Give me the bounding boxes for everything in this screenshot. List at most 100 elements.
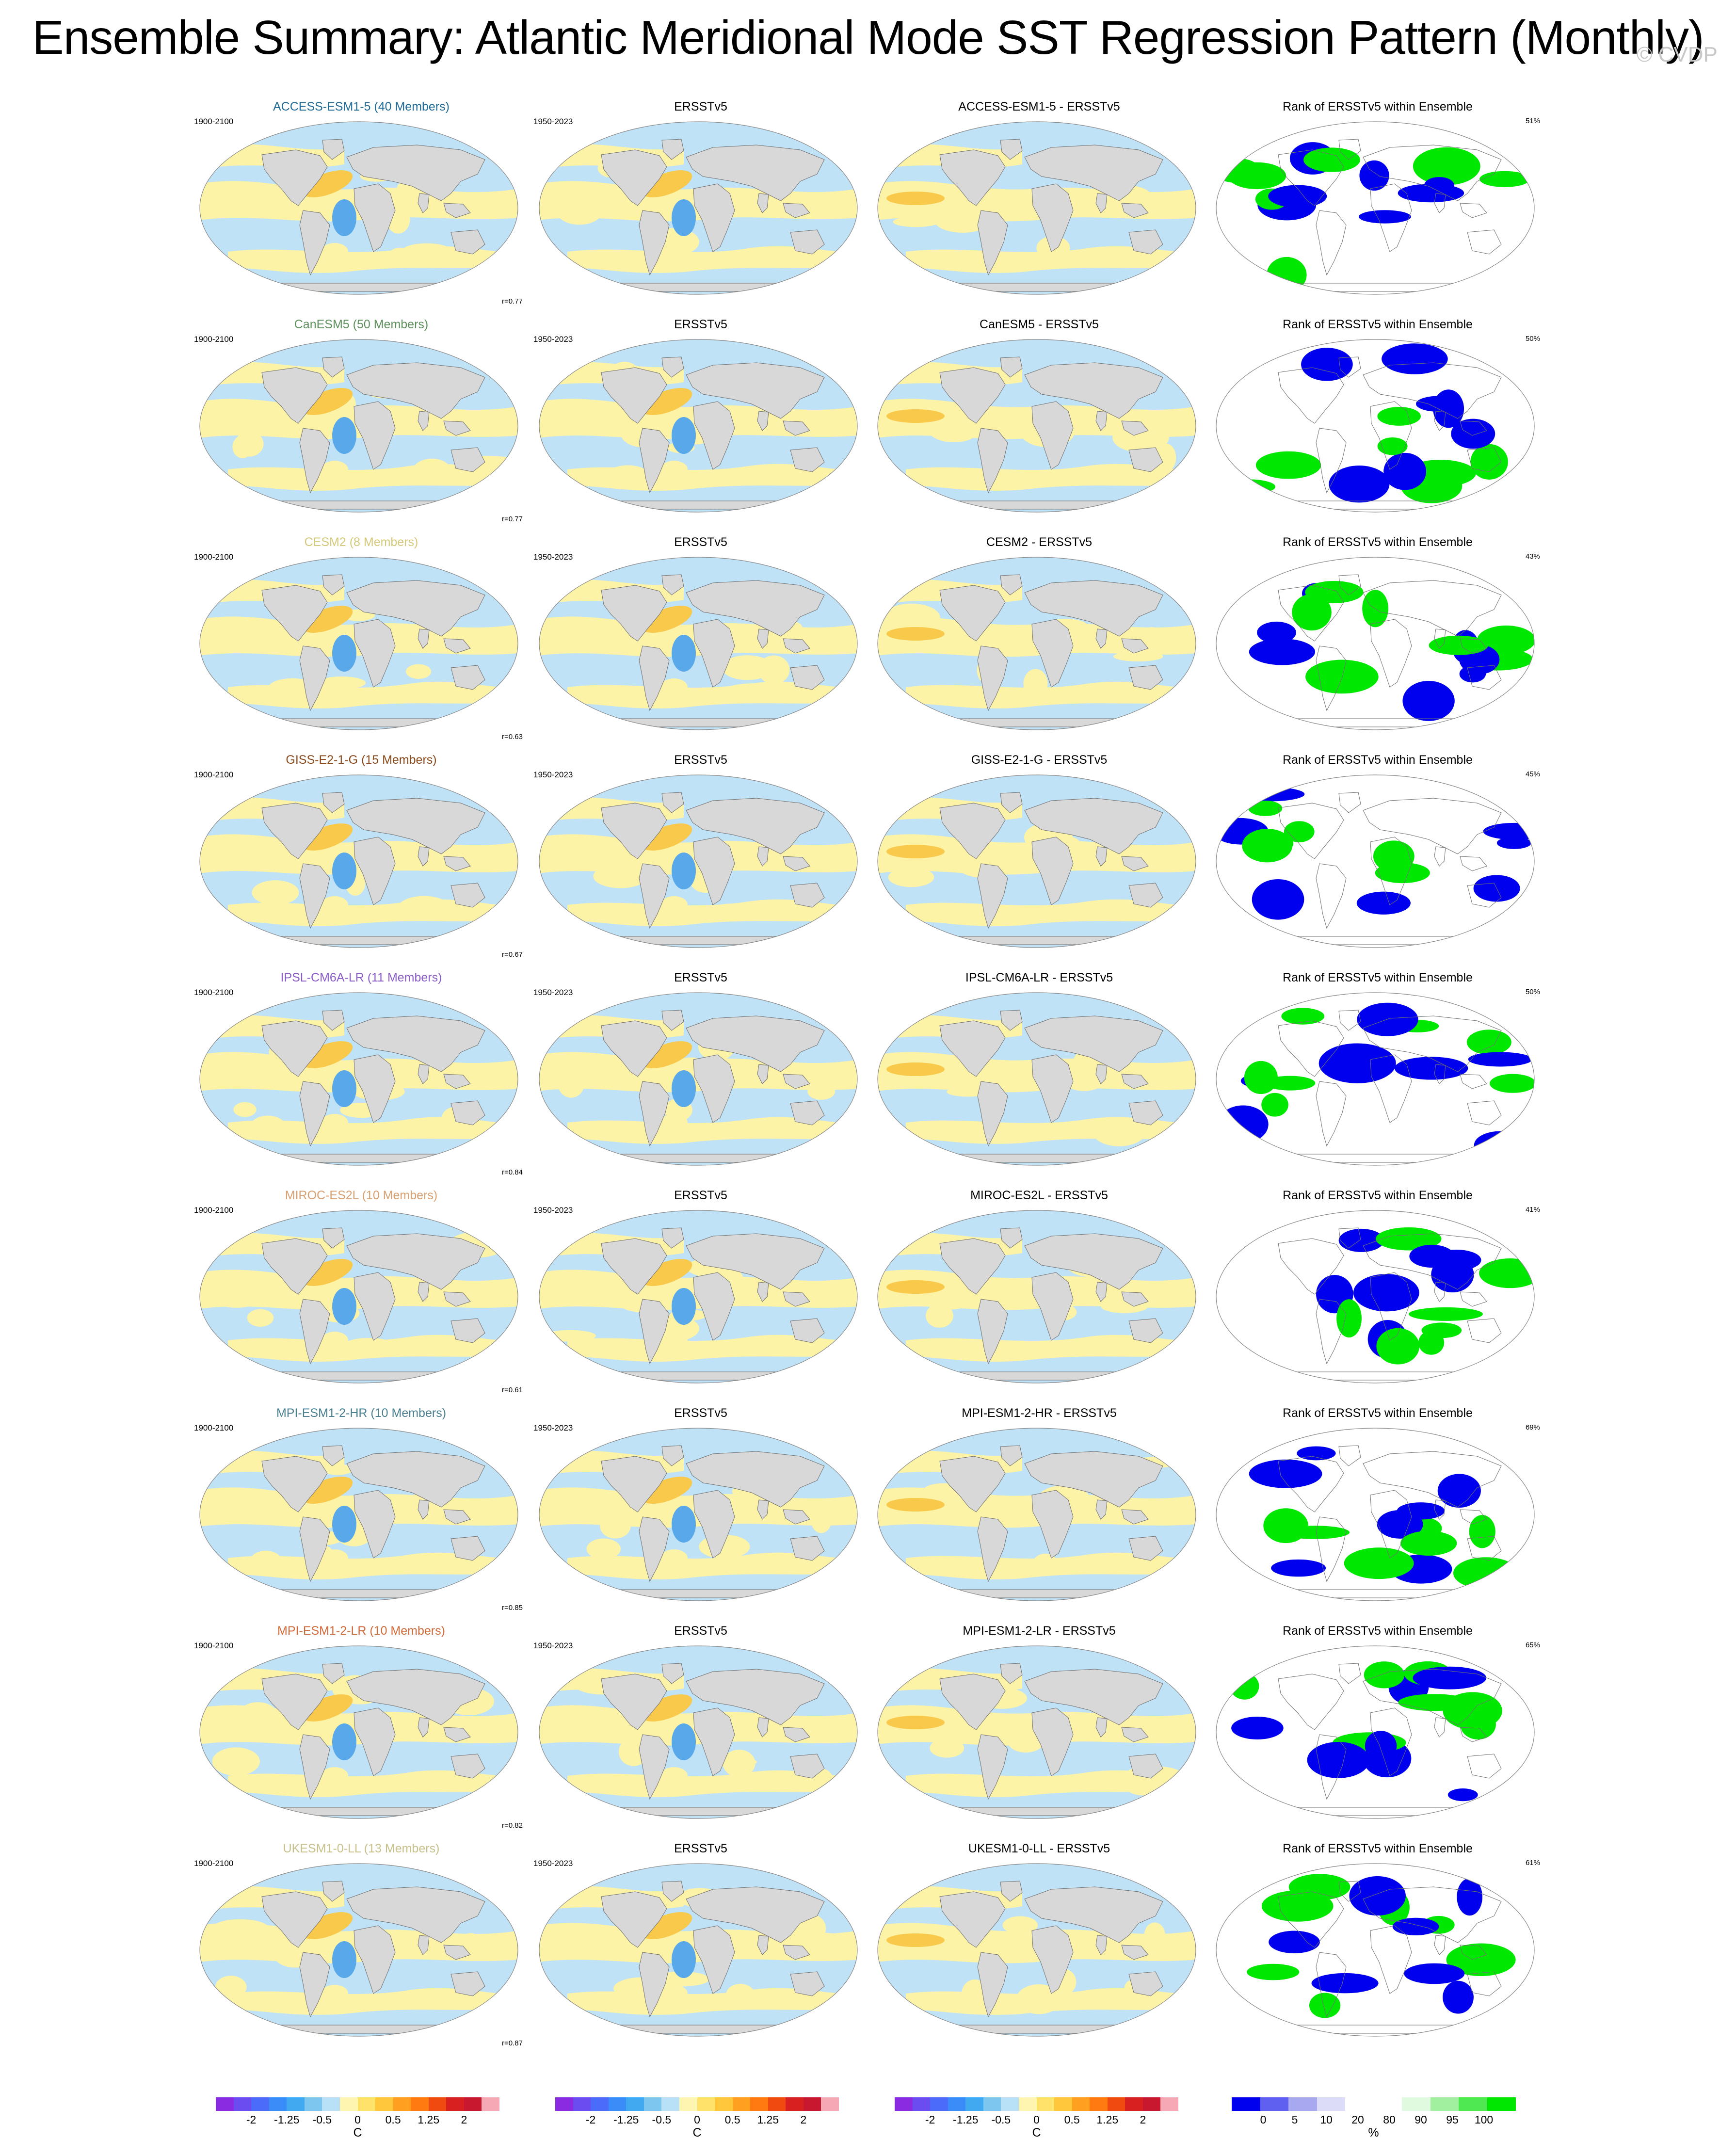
colorbar-tick-label: 2 [800, 2113, 807, 2126]
period-label: 1900-2100 [194, 1859, 234, 1868]
colorbar-tick-label: 2 [1140, 2113, 1146, 2126]
rank-title: Rank of ERSSTv5 within Ensemble [1283, 100, 1473, 113]
period-label: 1900-2100 [194, 770, 234, 779]
colorbar-swatch [573, 2097, 591, 2111]
period-label: 1900-2100 [194, 1206, 234, 1215]
colorbar-tick-label: 0 [354, 2113, 361, 2126]
sst-map [877, 774, 1196, 948]
colorbar-swatch [895, 2097, 913, 2111]
sst-map [877, 121, 1196, 295]
period-label: 1950-2023 [533, 1859, 573, 1868]
colorbar-swatch [464, 2097, 482, 2111]
colorbar-tick-label: -1.25 [953, 2113, 979, 2126]
model-title: UKESM1-0-LL (13 Members) [283, 1842, 440, 1855]
diff-title: MPI-ESM1-2-LR - ERSSTv5 [963, 1624, 1116, 1638]
period-label: 1950-2023 [533, 117, 573, 126]
rank-panel: Rank of ERSSTv5 within Ensemble 50% [1210, 970, 1545, 1179]
colorbar-swatch [1288, 2097, 1317, 2111]
diff-title: MIROC-ES2L - ERSSTv5 [970, 1189, 1108, 1202]
period-label: 1950-2023 [533, 1641, 573, 1650]
colorbar-swatch [1459, 2097, 1487, 2111]
sst-map [877, 557, 1196, 730]
rank-title: Rank of ERSSTv5 within Ensemble [1283, 1624, 1473, 1638]
rank-percent: 45% [1525, 770, 1540, 778]
colorbar-swatch [965, 2097, 984, 2111]
diff-panel: MPI-ESM1-2-LR - ERSSTv5 [872, 1624, 1206, 1832]
model-title: GISS-E2-1-G (15 Members) [286, 753, 437, 767]
sst-map [877, 1210, 1196, 1384]
rank-title: Rank of ERSSTv5 within Ensemble [1283, 1842, 1473, 1855]
colorbar-swatch [1018, 2097, 1037, 2111]
colorbar-tick-label: -0.5 [312, 2113, 332, 2126]
pattern-correlation: r=0.82 [502, 1821, 523, 1830]
colorbar-swatch [983, 2097, 1001, 2111]
sst-map [877, 1428, 1196, 1601]
period-label: 1900-2100 [194, 1423, 234, 1432]
colorbar-swatch [1001, 2097, 1019, 2111]
colorbar-swatch [930, 2097, 948, 2111]
obs-title: ERSSTv5 [674, 100, 727, 113]
rank-colorbar [1232, 2097, 1516, 2111]
model-title: IPSL-CM6A-LR (11 Members) [280, 971, 442, 984]
colorbar-swatch [1036, 2097, 1055, 2111]
obs-panel: ERSSTv5 1950-2023 [533, 317, 868, 526]
colorbar-unit: % [1368, 2126, 1379, 2140]
obs-title: ERSSTv5 [674, 753, 727, 767]
colorbar-swatch [1402, 2097, 1431, 2111]
model-title: MPI-ESM1-2-LR (10 Members) [277, 1624, 445, 1638]
sst-map [199, 1210, 518, 1384]
obs-panel: ERSSTv5 1950-2023 [533, 1624, 868, 1832]
obs-title: ERSSTv5 [674, 1406, 727, 1420]
colorbar-tick-label: -2 [585, 2113, 596, 2126]
pattern-correlation: r=0.61 [502, 1386, 523, 1394]
colorbar-swatch [393, 2097, 411, 2111]
colorbar-swatch [1487, 2097, 1516, 2111]
colorbar-swatch [322, 2097, 340, 2111]
colorbar-tick-label: 0 [1260, 2113, 1267, 2126]
colorbar-tick-label: 1.25 [418, 2113, 440, 2126]
sst-map [539, 1645, 858, 1819]
colorbar-unit: C [353, 2126, 362, 2140]
period-label: 1950-2023 [533, 335, 573, 344]
pattern-correlation: r=0.63 [502, 733, 523, 741]
colorbar-tick-label: 0.5 [385, 2113, 401, 2126]
colorbar-swatch [1125, 2097, 1143, 2111]
model-panel: MIROC-ES2L (10 Members) 1900-2100 r=0.61 [194, 1188, 529, 1397]
sst-map [539, 992, 858, 1166]
colorbar-tick-label: 2 [461, 2113, 467, 2126]
diff-title: MPI-ESM1-2-HR - ERSSTv5 [962, 1406, 1117, 1420]
rank-map [1216, 1863, 1535, 2037]
colorbar-swatch [357, 2097, 376, 2111]
rank-panel: Rank of ERSSTv5 within Ensemble 51% [1210, 99, 1545, 308]
model-panel: IPSL-CM6A-LR (11 Members) 1900-2100 r=0.84 [194, 970, 529, 1179]
obs-panel: ERSSTv5 1950-2023 [533, 1841, 868, 2050]
rank-percent: 43% [1525, 552, 1540, 561]
sst-map [539, 557, 858, 730]
diff-title: IPSL-CM6A-LR - ERSSTv5 [965, 971, 1113, 984]
diff-panel: MPI-ESM1-2-HR - ERSSTv5 [872, 1406, 1206, 1614]
colorbar-swatch [482, 2097, 500, 2111]
colorbar-swatch [591, 2097, 609, 2111]
obs-title: ERSSTv5 [674, 1624, 727, 1638]
period-label: 1950-2023 [533, 552, 573, 562]
colorbar-tick-label: 80 [1383, 2113, 1396, 2126]
diff-title: CanESM5 - ERSSTv5 [980, 318, 1099, 331]
page-title: Ensemble Summary: Atlantic Meridional Mo… [32, 11, 1704, 64]
colorbar-tick-label: -0.5 [652, 2113, 672, 2126]
colorbar-swatch [643, 2097, 662, 2111]
colorbar-swatch [304, 2097, 322, 2111]
colorbar-swatch [1054, 2097, 1073, 2111]
rank-percent: 50% [1525, 988, 1540, 996]
sst-map [539, 1863, 858, 2037]
model-panel: GISS-E2-1-G (15 Members) 1900-2100 r=0.67 [194, 753, 529, 961]
colorbar-tick-label: -1.25 [613, 2113, 639, 2126]
pattern-correlation: r=0.84 [502, 1168, 523, 1176]
sst-colorbar-3 [895, 2097, 1179, 2111]
rank-panel: Rank of ERSSTv5 within Ensemble 50% [1210, 317, 1545, 526]
watermark-logo: © CVDP [1637, 43, 1718, 66]
obs-title: ERSSTv5 [674, 1189, 727, 1202]
colorbar-unit: C [1032, 2126, 1041, 2140]
colorbar-swatch [251, 2097, 270, 2111]
rank-map [1216, 557, 1535, 730]
colorbar-swatch [1142, 2097, 1161, 2111]
